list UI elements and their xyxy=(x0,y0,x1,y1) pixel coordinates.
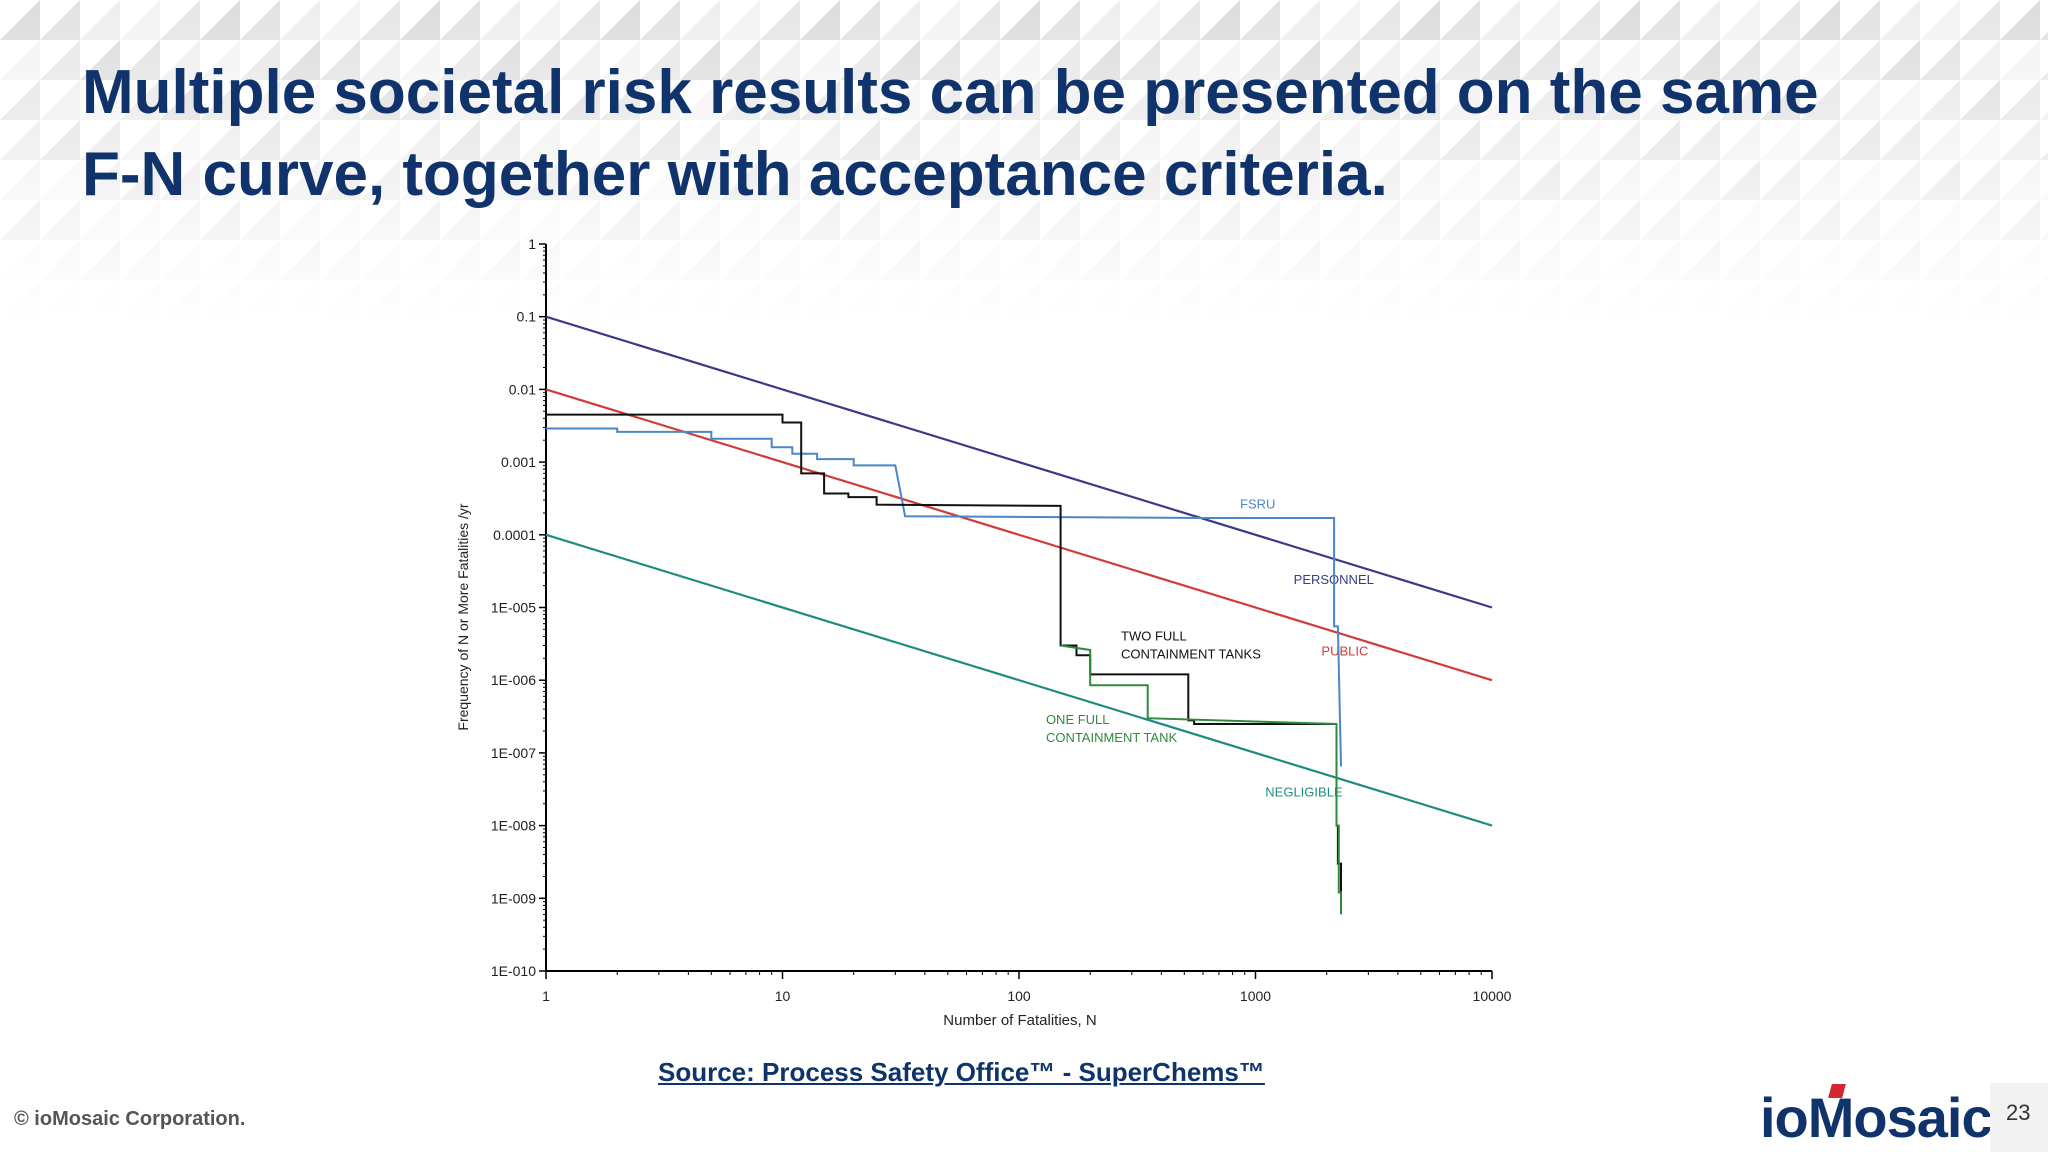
y-tick-label: 1E-008 xyxy=(491,818,536,834)
copyright-text: © ioMosaic Corporation. xyxy=(14,1108,246,1130)
y-tick-label: 0.0001 xyxy=(493,527,536,543)
y-tick-label: 0.1 xyxy=(517,309,537,325)
x-axis-label: Number of Fatalities, N xyxy=(943,1012,1096,1029)
two-full-containment-tanks-label: CONTAINMENT TANKS xyxy=(1121,647,1261,662)
y-axis-label: Frequency of N or More Fatalities /yr xyxy=(455,503,471,731)
negligible-line xyxy=(545,533,1493,827)
x-tick-label: 1000 xyxy=(1240,988,1271,1004)
x-tick-label: 100 xyxy=(1007,988,1031,1004)
negligible-label: NEGLIGIBLE xyxy=(1265,785,1343,800)
slide-title-line-1: Multiple societal risk results can be pr… xyxy=(82,58,1819,127)
y-tick-label: 1E-007 xyxy=(491,745,536,761)
fsru-label: FSRU xyxy=(1240,497,1275,512)
y-tick-label: 1E-009 xyxy=(491,890,536,906)
one-full-containment-tank-line xyxy=(1060,644,1342,915)
iomosaic-logo: ioMosaic xyxy=(1760,1086,1993,1149)
public-label: PUBLIC xyxy=(1321,643,1368,658)
y-tick-label: 1E-005 xyxy=(491,600,536,616)
one-full-containment-tank-label: CONTAINMENT TANK xyxy=(1046,730,1178,745)
one-full-containment-tank-label: ONE FULL xyxy=(1046,712,1110,727)
x-tick-label: 1 xyxy=(542,988,550,1004)
page-number-box xyxy=(1990,1083,2048,1152)
source-link[interactable]: Source: Process Safety Office™ - SuperCh… xyxy=(658,1057,1265,1087)
fsru-line xyxy=(546,427,1342,767)
y-tick-label: 1 xyxy=(528,236,536,252)
x-tick-label: 10000 xyxy=(1473,988,1512,1004)
y-tick-label: 1E-010 xyxy=(491,963,536,979)
personnel-line xyxy=(545,315,1493,609)
y-tick-label: 1E-006 xyxy=(491,672,536,688)
slide-title-line-2: F-N curve, together with acceptance crit… xyxy=(82,140,1388,209)
background-triangle-pattern xyxy=(0,0,2048,320)
public-line xyxy=(545,388,1493,682)
page-number: 23 xyxy=(2006,1100,2031,1125)
x-tick-label: 10 xyxy=(775,988,791,1004)
chart-axes: 1 0.1 0.01 0.001 0.0001 1E-005 1E-006 1E-007 1E-… xyxy=(491,236,1512,1004)
y-tick-label: 0.01 xyxy=(509,381,536,397)
slide-title: Multiple societal risk results can be pr… xyxy=(82,52,1982,216)
y-tick-label: 0.001 xyxy=(501,454,536,470)
two-full-containment-tanks-label: TWO FULL xyxy=(1121,629,1187,644)
